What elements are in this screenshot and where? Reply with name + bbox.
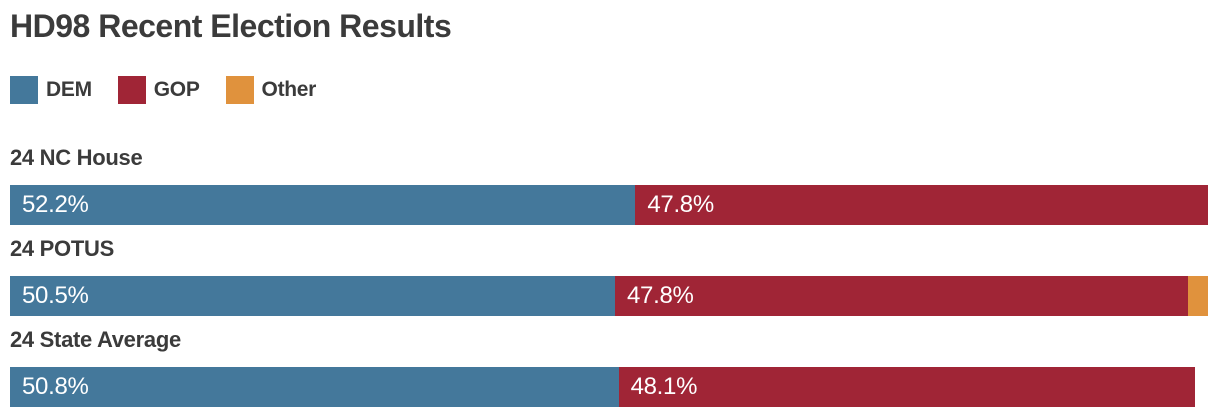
- legend-swatch-dem: [10, 76, 38, 104]
- bar-segment-gop: 47.8%: [614, 276, 1188, 316]
- segment-value-label: 47.8%: [626, 282, 694, 309]
- legend-swatch-gop: [117, 76, 146, 104]
- segment-value-label: 52.2%: [22, 191, 89, 218]
- segment-value-label: 48.1%: [630, 373, 698, 400]
- row-label: 24 State Average: [10, 327, 181, 352]
- row-label: 24 POTUS: [10, 236, 114, 261]
- bar-segment-dem: 50.5%: [10, 276, 615, 316]
- chart-title: HD98 Recent Election Results: [10, 8, 452, 44]
- legend: DEM GOP Other: [10, 76, 1208, 104]
- chart-row: 24 State Average 50.8% 48.1%: [10, 328, 1208, 407]
- legend-swatch-other: [225, 76, 254, 104]
- chart-row: 24 POTUS 50.5% 47.8%: [10, 237, 1208, 316]
- bar-segment-gop: 47.8%: [635, 185, 1208, 225]
- chart-rows: 24 NC House 52.2% 47.8% 24 POTUS 50.5% 47.8% 2…: [10, 146, 1208, 407]
- stacked-bar: 50.5% 47.8%: [10, 276, 1208, 316]
- row-label: 24 NC House: [10, 145, 143, 170]
- bar-segment-dem: 50.8%: [10, 367, 619, 407]
- legend-label: DEM: [46, 78, 92, 101]
- legend-item-other: Other: [225, 76, 317, 104]
- chart-row: 24 NC House 52.2% 47.8%: [10, 146, 1208, 225]
- bar-segment-other: [1187, 276, 1208, 316]
- segment-value-label: 47.8%: [647, 191, 714, 218]
- legend-label: GOP: [153, 78, 200, 101]
- segment-value-label: 50.5%: [22, 282, 89, 309]
- bar-segment-gop: 48.1%: [618, 367, 1195, 407]
- legend-label: Other: [261, 78, 317, 101]
- legend-item-gop: GOP: [117, 76, 200, 104]
- legend-item-dem: DEM: [10, 76, 92, 104]
- stacked-bar: 50.8% 48.1%: [10, 367, 1208, 407]
- bar-segment-dem: 52.2%: [10, 185, 636, 225]
- segment-value-label: 50.8%: [22, 373, 89, 400]
- chart-container: HD98 Recent Election Results DEM GOP Other…: [10, 0, 1208, 407]
- stacked-bar: 52.2% 47.8%: [10, 185, 1208, 225]
